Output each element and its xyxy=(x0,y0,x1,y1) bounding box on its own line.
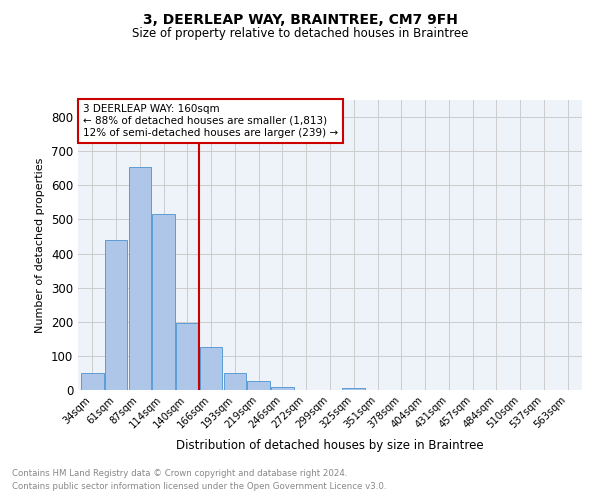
Bar xyxy=(81,373,104,390)
Text: 3 DEERLEAP WAY: 160sqm
← 88% of detached houses are smaller (1,813)
12% of semi-: 3 DEERLEAP WAY: 160sqm ← 88% of detached… xyxy=(83,104,338,138)
Bar xyxy=(343,388,365,390)
Bar xyxy=(176,324,199,390)
Text: Size of property relative to detached houses in Braintree: Size of property relative to detached ho… xyxy=(132,28,468,40)
Bar xyxy=(152,214,175,390)
Bar xyxy=(271,386,294,390)
X-axis label: Distribution of detached houses by size in Braintree: Distribution of detached houses by size … xyxy=(176,439,484,452)
Text: Contains public sector information licensed under the Open Government Licence v3: Contains public sector information licen… xyxy=(12,482,386,491)
Bar xyxy=(128,166,151,390)
Y-axis label: Number of detached properties: Number of detached properties xyxy=(35,158,46,332)
Bar xyxy=(105,240,127,390)
Text: 3, DEERLEAP WAY, BRAINTREE, CM7 9FH: 3, DEERLEAP WAY, BRAINTREE, CM7 9FH xyxy=(143,12,457,26)
Bar xyxy=(247,382,270,390)
Bar xyxy=(200,348,223,390)
Text: Contains HM Land Registry data © Crown copyright and database right 2024.: Contains HM Land Registry data © Crown c… xyxy=(12,468,347,477)
Bar xyxy=(224,373,246,390)
